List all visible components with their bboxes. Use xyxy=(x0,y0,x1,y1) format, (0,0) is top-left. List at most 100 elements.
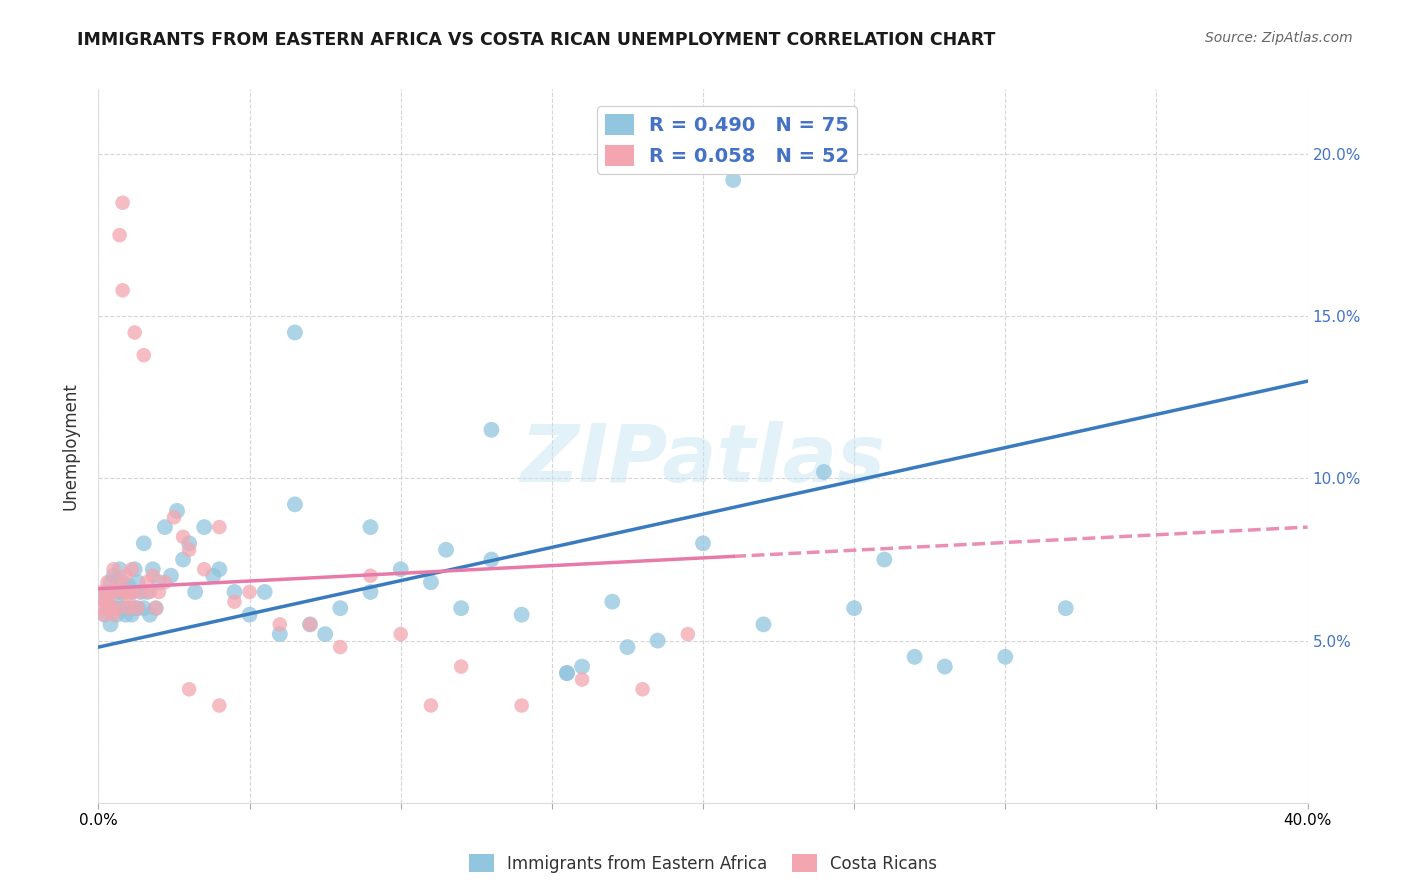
Point xyxy=(389,562,412,576)
Point xyxy=(269,627,291,641)
Point xyxy=(103,562,125,576)
Point xyxy=(481,552,503,566)
Point xyxy=(100,601,122,615)
Point xyxy=(153,520,176,534)
Point xyxy=(481,423,503,437)
Point xyxy=(239,607,262,622)
Point xyxy=(132,348,155,362)
Point xyxy=(329,601,352,615)
Point xyxy=(108,228,131,243)
Point xyxy=(105,601,128,615)
Point xyxy=(616,640,638,654)
Point xyxy=(602,595,624,609)
Point xyxy=(132,536,155,550)
Point xyxy=(93,607,115,622)
Point xyxy=(114,568,136,582)
Point xyxy=(208,562,231,576)
Text: ZIPatlas: ZIPatlas xyxy=(520,421,886,500)
Point xyxy=(813,465,835,479)
Legend: Immigrants from Eastern Africa, Costa Ricans: Immigrants from Eastern Africa, Costa Ri… xyxy=(463,847,943,880)
Point xyxy=(118,591,141,606)
Point xyxy=(172,552,194,566)
Point xyxy=(111,283,134,297)
Point xyxy=(90,601,112,615)
Point xyxy=(142,568,165,582)
Point xyxy=(127,601,149,615)
Point xyxy=(510,607,533,622)
Point xyxy=(114,585,136,599)
Point xyxy=(314,627,336,641)
Point xyxy=(90,591,112,606)
Point xyxy=(105,585,128,599)
Point xyxy=(389,627,412,641)
Point xyxy=(631,682,654,697)
Point xyxy=(555,666,578,681)
Point xyxy=(145,601,167,615)
Point xyxy=(692,536,714,550)
Point xyxy=(118,601,141,615)
Point xyxy=(299,617,322,632)
Point xyxy=(202,568,225,582)
Text: Source: ZipAtlas.com: Source: ZipAtlas.com xyxy=(1205,31,1353,45)
Point xyxy=(118,578,141,592)
Point xyxy=(904,649,927,664)
Point xyxy=(994,649,1017,664)
Point xyxy=(142,562,165,576)
Point xyxy=(555,666,578,681)
Point xyxy=(1054,601,1077,615)
Point xyxy=(360,568,382,582)
Point xyxy=(224,585,246,599)
Point xyxy=(329,640,352,654)
Point xyxy=(129,585,152,599)
Point xyxy=(420,698,443,713)
Point xyxy=(100,585,122,599)
Point xyxy=(269,617,291,632)
Point xyxy=(571,673,593,687)
Point xyxy=(208,520,231,534)
Point xyxy=(135,585,157,599)
Point xyxy=(647,633,669,648)
Point xyxy=(96,585,118,599)
Point xyxy=(179,542,201,557)
Point xyxy=(96,601,118,615)
Point xyxy=(360,585,382,599)
Point xyxy=(96,591,118,606)
Point xyxy=(179,682,201,697)
Point xyxy=(127,575,149,590)
Point xyxy=(676,627,699,641)
Point xyxy=(100,575,122,590)
Point xyxy=(124,562,146,576)
Point xyxy=(148,585,170,599)
Point xyxy=(124,601,146,615)
Point xyxy=(105,591,128,606)
Point xyxy=(934,659,956,673)
Point xyxy=(108,562,131,576)
Point xyxy=(108,575,131,590)
Point xyxy=(193,562,215,576)
Point xyxy=(420,575,443,590)
Point xyxy=(163,510,186,524)
Point xyxy=(118,601,141,615)
Point xyxy=(239,585,262,599)
Point xyxy=(145,601,167,615)
Point xyxy=(121,585,143,599)
Point xyxy=(844,601,866,615)
Point xyxy=(752,617,775,632)
Point xyxy=(184,585,207,599)
Point xyxy=(121,607,143,622)
Point xyxy=(90,585,112,599)
Point xyxy=(114,585,136,599)
Point xyxy=(253,585,276,599)
Point xyxy=(284,326,307,340)
Point xyxy=(132,601,155,615)
Point xyxy=(108,585,131,599)
Point xyxy=(111,575,134,590)
Point xyxy=(103,568,125,582)
Point xyxy=(124,326,146,340)
Text: IMMIGRANTS FROM EASTERN AFRICA VS COSTA RICAN UNEMPLOYMENT CORRELATION CHART: IMMIGRANTS FROM EASTERN AFRICA VS COSTA … xyxy=(77,31,995,49)
Point xyxy=(129,585,152,599)
Point xyxy=(96,575,118,590)
Point xyxy=(193,520,215,534)
Point xyxy=(510,698,533,713)
Point xyxy=(434,542,457,557)
